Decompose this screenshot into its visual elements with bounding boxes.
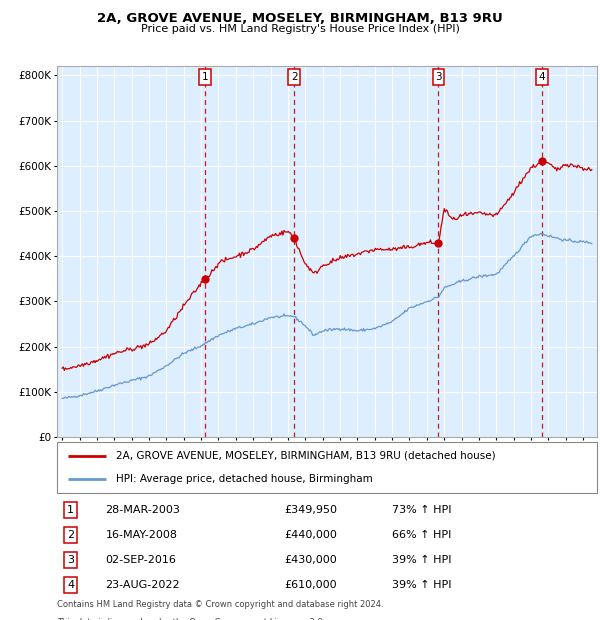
Text: 23-AUG-2022: 23-AUG-2022: [106, 580, 180, 590]
Text: 16-MAY-2008: 16-MAY-2008: [106, 530, 178, 540]
Text: £440,000: £440,000: [284, 530, 337, 540]
Text: 28-MAR-2003: 28-MAR-2003: [106, 505, 181, 515]
Text: 66% ↑ HPI: 66% ↑ HPI: [392, 530, 451, 540]
Text: Price paid vs. HM Land Registry's House Price Index (HPI): Price paid vs. HM Land Registry's House …: [140, 24, 460, 33]
Text: 2: 2: [67, 530, 74, 540]
Text: £430,000: £430,000: [284, 555, 337, 565]
Text: 2: 2: [291, 72, 298, 82]
Text: Contains HM Land Registry data © Crown copyright and database right 2024.: Contains HM Land Registry data © Crown c…: [57, 600, 383, 609]
FancyBboxPatch shape: [57, 442, 597, 493]
Text: 39% ↑ HPI: 39% ↑ HPI: [392, 555, 451, 565]
Text: £610,000: £610,000: [284, 580, 337, 590]
Text: £349,950: £349,950: [284, 505, 337, 515]
Text: 2A, GROVE AVENUE, MOSELEY, BIRMINGHAM, B13 9RU (detached house): 2A, GROVE AVENUE, MOSELEY, BIRMINGHAM, B…: [116, 451, 496, 461]
Text: 39% ↑ HPI: 39% ↑ HPI: [392, 580, 451, 590]
Text: 4: 4: [67, 580, 74, 590]
Text: 4: 4: [539, 72, 545, 82]
Text: 02-SEP-2016: 02-SEP-2016: [106, 555, 176, 565]
Text: 1: 1: [67, 505, 74, 515]
Text: 73% ↑ HPI: 73% ↑ HPI: [392, 505, 451, 515]
Text: 3: 3: [67, 555, 74, 565]
Text: 3: 3: [435, 72, 442, 82]
Text: 2A, GROVE AVENUE, MOSELEY, BIRMINGHAM, B13 9RU: 2A, GROVE AVENUE, MOSELEY, BIRMINGHAM, B…: [97, 12, 503, 25]
Text: This data is licensed under the Open Government Licence v3.0.: This data is licensed under the Open Gov…: [57, 618, 325, 620]
Text: 1: 1: [202, 72, 208, 82]
Text: HPI: Average price, detached house, Birmingham: HPI: Average price, detached house, Birm…: [116, 474, 373, 484]
